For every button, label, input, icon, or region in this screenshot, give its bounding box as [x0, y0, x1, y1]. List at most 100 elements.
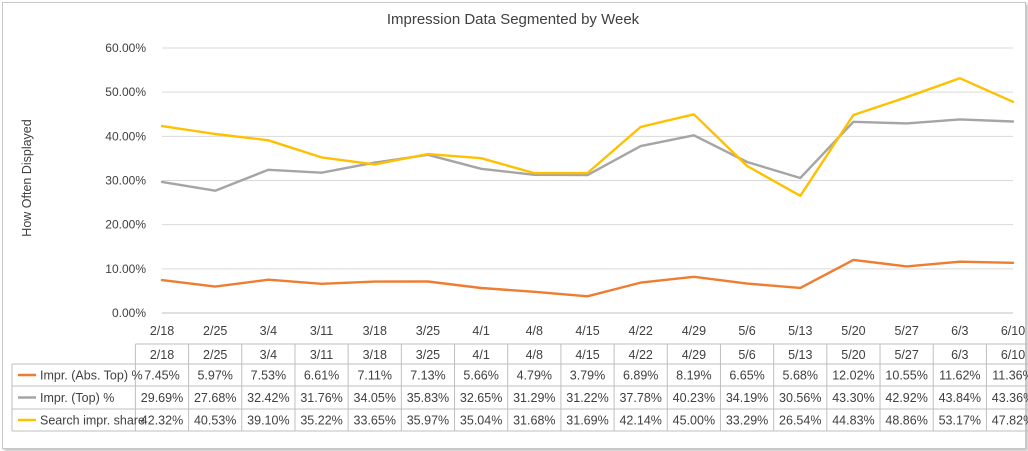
table-value-cell: 32.65%: [460, 391, 502, 405]
table-value-cell: 26.54%: [779, 414, 821, 428]
x-tick-label: 4/8: [526, 324, 543, 338]
table-value-cell: 11.36%: [992, 369, 1028, 383]
table-header-cell: 5/13: [788, 348, 812, 362]
table-header-cell: 4/15: [575, 348, 599, 362]
table-value-cell: 40.53%: [194, 414, 236, 428]
table-value-cell: 27.68%: [194, 391, 236, 405]
series-name: Impr. (Top) %: [40, 391, 114, 405]
table-value-cell: 43.84%: [939, 391, 981, 405]
table-value-cell: 5.66%: [463, 369, 498, 383]
x-tick-label: 4/29: [682, 324, 706, 338]
table-header-cell: 4/1: [472, 348, 489, 362]
x-tick-label: 4/22: [629, 324, 653, 338]
table-header-cell: 5/6: [738, 348, 755, 362]
table-value-cell: 42.92%: [885, 391, 927, 405]
table-value-cell: 7.11%: [357, 369, 392, 383]
table-value-cell: 10.55%: [885, 369, 927, 383]
table-header-cell: 4/29: [682, 348, 706, 362]
x-tick-label: 6/3: [951, 324, 968, 338]
table-header-cell: 6/10: [1001, 348, 1025, 362]
data-table: 2/18 2/25 3/4 3/11 3/18 3/25 4/1 4/8 4/15 4/22 4/2…: [11, 324, 1028, 432]
y-tick-label: 10.00%: [105, 262, 146, 276]
series-name: Impr. (Abs. Top) %: [40, 369, 143, 383]
table-header-cell: 2/25: [203, 348, 227, 362]
table-value-cell: 4.79%: [517, 369, 552, 383]
table-header-cell: 3/18: [363, 348, 387, 362]
table-value-cell: 6.89%: [623, 369, 658, 383]
table-value-cell: 7.53%: [251, 369, 286, 383]
y-tick-label: 60.00%: [105, 41, 146, 55]
table-value-cell: 31.22%: [566, 391, 608, 405]
table-value-cell: 5.97%: [197, 369, 232, 383]
y-tick-label: 50.00%: [105, 85, 146, 99]
table-value-cell: 40.23%: [673, 391, 715, 405]
x-tick-label: 4/15: [575, 324, 599, 338]
x-tick-label: 3/4: [260, 324, 277, 338]
series-line: [160, 118, 1015, 192]
table-value-cell: 5.68%: [783, 369, 818, 383]
table-value-cell: 45.00%: [673, 414, 715, 428]
y-tick-label: 30.00%: [105, 174, 146, 188]
series-line: [160, 76, 1015, 198]
table-value-cell: 33.29%: [726, 414, 768, 428]
table-value-cell: 35.04%: [460, 414, 502, 428]
x-tick-label: 2/25: [203, 324, 227, 338]
table-value-cell: 35.22%: [300, 414, 342, 428]
table-value-cell: 43.36%: [992, 391, 1028, 405]
table-value-cell: 6.61%: [304, 369, 339, 383]
table-value-cell: 42.32%: [141, 414, 183, 428]
table-value-cell: 48.86%: [885, 414, 927, 428]
x-tick-label: 5/6: [738, 324, 755, 338]
table-value-cell: 39.10%: [247, 414, 289, 428]
table-header-cell: 6/3: [951, 348, 968, 362]
table-value-cell: 3.79%: [570, 369, 605, 383]
x-tick-label: 2/18: [150, 324, 174, 338]
y-tick-label: 0.00%: [112, 306, 146, 320]
x-tick-label: 5/27: [894, 324, 918, 338]
table-value-cell: 35.97%: [407, 414, 449, 428]
series-line: [160, 258, 1015, 298]
x-tick-label: 3/11: [310, 324, 333, 338]
table-value-cell: 37.78%: [619, 391, 661, 405]
table-value-cell: 44.83%: [832, 414, 874, 428]
y-axis-title: How Often Displayed: [20, 119, 34, 236]
table-value-cell: 35.83%: [407, 391, 449, 405]
table-value-cell: 31.68%: [513, 414, 555, 428]
table-header-cell: 3/4: [260, 348, 277, 362]
table-value-cell: 31.69%: [566, 414, 608, 428]
y-tick-label: 20.00%: [105, 218, 146, 232]
table-value-cell: 12.02%: [832, 369, 874, 383]
y-axis-ticks: 0.00% 10.00% 20.00% 30.00% 40.00% 50.00% 60.00…: [105, 41, 146, 320]
table-value-cell: 33.65%: [354, 414, 396, 428]
table-value-cell: 31.29%: [513, 391, 555, 405]
table-value-cell: 11.62%: [939, 369, 980, 383]
chart-title: Impression Data Segmented by Week: [387, 11, 640, 28]
x-tick-label: 5/13: [788, 324, 812, 338]
table-value-cell: 34.05%: [354, 391, 396, 405]
table-value-cell: 7.13%: [410, 369, 445, 383]
table-header-cell: 2/18: [150, 348, 174, 362]
table-value-cell: 47.82%: [992, 414, 1028, 428]
table-value-cell: 32.42%: [247, 391, 289, 405]
table-value-cell: 42.14%: [619, 414, 661, 428]
x-tick-label: 3/25: [416, 324, 440, 338]
x-tick-label: 3/18: [363, 324, 387, 338]
x-tick-label: 5/20: [841, 324, 865, 338]
table-value-cell: 31.76%: [300, 391, 342, 405]
y-tick-label: 40.00%: [105, 129, 146, 143]
table-value-cell: 30.56%: [779, 391, 821, 405]
table-header-cell: 5/20: [841, 348, 865, 362]
x-tick-label: 6/10: [1001, 324, 1025, 338]
table-value-cell: 43.30%: [832, 391, 874, 405]
table-value-cell: 7.45%: [144, 369, 179, 383]
table-value-cell: 8.19%: [676, 369, 711, 383]
table-header-cell: 3/11: [310, 348, 333, 362]
x-tick-label: 4/1: [472, 324, 489, 338]
series-name: Search impr. share: [40, 414, 145, 428]
table-header-cell: 4/22: [629, 348, 653, 362]
table-value-cell: 34.19%: [726, 391, 768, 405]
table-header-cell: 5/27: [894, 348, 918, 362]
table-header-cell: 3/25: [416, 348, 440, 362]
series-lines: [160, 76, 1015, 298]
